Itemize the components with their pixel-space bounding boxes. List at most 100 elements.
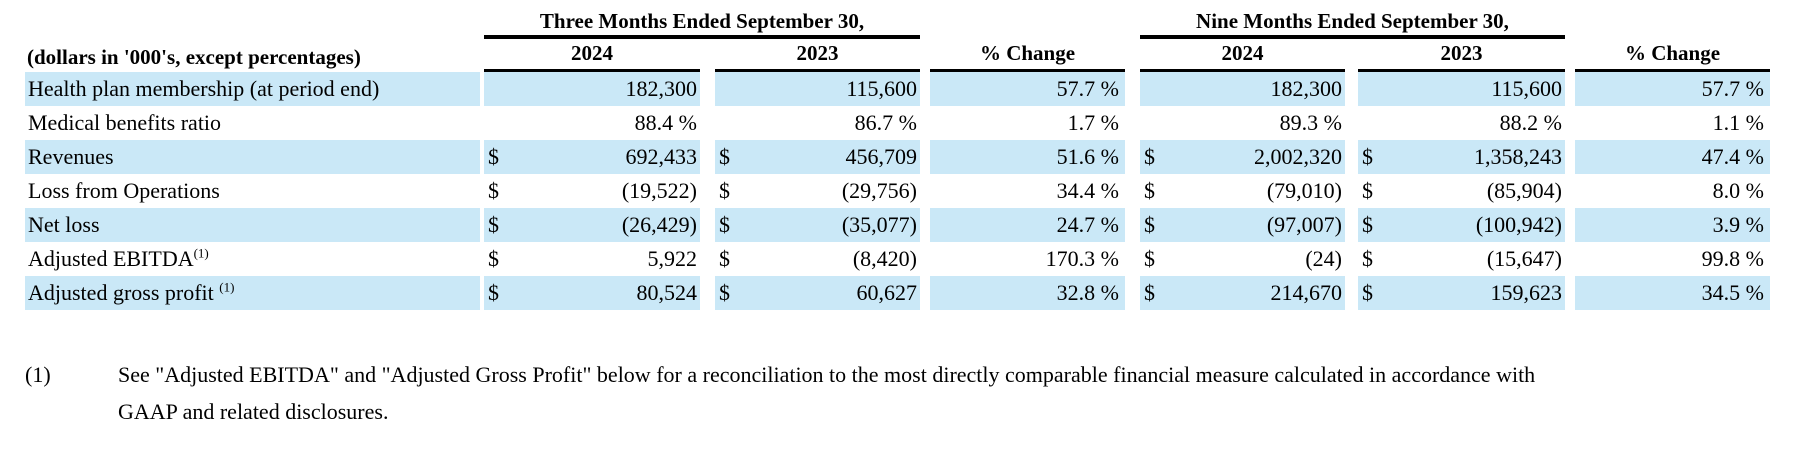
cell-tm-change: 1.7 % — [930, 106, 1125, 140]
row-label: Revenues — [28, 144, 114, 169]
cell-tm-change: 34.4 % — [930, 174, 1125, 208]
cell-tm-2023: 115,600 — [715, 72, 920, 106]
footnote-ref-sup: (1) — [219, 279, 235, 295]
currency-symbol: $ — [719, 144, 730, 169]
group-nine-months-header: Nine Months Ended September 30, — [1140, 7, 1565, 39]
cell-nm-change: 47.4 % — [1575, 140, 1770, 174]
cell-value: 5,922 — [647, 246, 698, 271]
cell-nm-change: 8.0 % — [1575, 174, 1770, 208]
table-row: Medical benefits ratio 88.4 % 86.7 % 1.7… — [25, 106, 1795, 140]
cell-nm-change: 3.9 % — [1575, 208, 1770, 242]
cell-value: 170.3 % — [1045, 246, 1119, 271]
cell-value: 60,627 — [856, 280, 918, 305]
footnote: (1) See "Adjusted EBITDA" and "Adjusted … — [25, 356, 1795, 430]
currency-symbol: $ — [488, 280, 499, 305]
currency-symbol: $ — [1362, 212, 1373, 237]
cell-value: (26,429) — [621, 212, 697, 237]
table-row: Adjusted EBITDA(1) $5,922 $ (8,420) 170.3… — [25, 242, 1795, 276]
cell-nm-2023: $ (85,904) — [1358, 174, 1565, 208]
cell-value: 80,524 — [636, 280, 698, 305]
cell-value: (15,647) — [1486, 246, 1562, 271]
cell-nm-change: 99.8 % — [1575, 242, 1770, 276]
currency-symbol: $ — [1362, 280, 1373, 305]
cell-nm-2023: $ (15,647) — [1358, 242, 1565, 276]
cell-nm-2023: $ (100,942) — [1358, 208, 1565, 242]
currency-symbol: $ — [1144, 144, 1155, 169]
cell-tm-2023: $ (35,077) — [715, 208, 920, 242]
cell-nm-2023: $1,358,243 — [1358, 140, 1565, 174]
cell-value: 1,358,243 — [1474, 144, 1562, 169]
cell-value: (85,904) — [1486, 178, 1562, 203]
cell-tm-2024: $ (26,429) — [484, 208, 700, 242]
col-header-tm-2024: 2024 — [484, 39, 700, 72]
cell-nm-2023: 115,600 — [1358, 72, 1565, 106]
currency-symbol: $ — [719, 280, 730, 305]
cell-nm-change: 57.7 % — [1575, 72, 1770, 106]
col-header-nm-2023: 2023 — [1358, 39, 1565, 72]
cell-tm-2023: $60,627 — [715, 276, 920, 310]
cell-tm-change: 32.8 % — [930, 276, 1125, 310]
cell-value: 115,600 — [1491, 76, 1562, 101]
footnote-marker: (1) — [25, 362, 51, 387]
currency-symbol: $ — [488, 144, 499, 169]
financial-summary-section: Three Months Ended September 30, Nine Mo… — [25, 6, 1795, 430]
row-label: Adjusted EBITDA — [28, 246, 194, 271]
cell-value: 692,433 — [625, 144, 698, 169]
row-label-cell: Medical benefits ratio — [25, 106, 480, 140]
cell-value: 89.3 % — [1279, 110, 1342, 135]
table-row: Loss from Operations $ (19,522) $ (29,756)… — [25, 174, 1795, 208]
row-label-cell: Net loss — [25, 208, 480, 242]
cell-value: (29,756) — [841, 178, 917, 203]
cell-value: 159,623 — [1490, 280, 1563, 305]
table-row: Revenues $692,433 $456,709 51.6 % $2,002… — [25, 140, 1795, 174]
currency-symbol: $ — [1144, 246, 1155, 271]
group-header-row: Three Months Ended September 30, Nine Mo… — [25, 6, 1795, 39]
cell-tm-2023: $456,709 — [715, 140, 920, 174]
cell-value: (24) — [1305, 246, 1342, 271]
cell-value: 57.7 % — [1056, 76, 1119, 101]
cell-value: (97,007) — [1266, 212, 1342, 237]
cell-nm-2024: 89.3 % — [1140, 106, 1345, 140]
footnote-text: See "Adjusted EBITDA" and "Adjusted Gros… — [118, 362, 1536, 424]
cell-tm-change: 24.7 % — [930, 208, 1125, 242]
cell-value: (19,522) — [621, 178, 697, 203]
cell-tm-change: 51.6 % — [930, 140, 1125, 174]
cell-value: 32.8 % — [1056, 280, 1119, 305]
currency-symbol: $ — [1144, 280, 1155, 305]
group-nine-months-label: Nine Months Ended September 30, — [1196, 9, 1509, 33]
cell-tm-2023: $ (29,756) — [715, 174, 920, 208]
cell-value: 115,600 — [846, 76, 917, 101]
row-label-cell: Adjusted EBITDA(1) — [25, 242, 480, 276]
cell-tm-2023: $ (8,420) — [715, 242, 920, 276]
cell-value: 34.5 % — [1701, 280, 1764, 305]
currency-symbol: $ — [1144, 178, 1155, 203]
cell-value: 182,300 — [1270, 76, 1343, 101]
cell-value: 1.1 % — [1712, 110, 1764, 135]
column-header-row: (dollars in '000's, except percentages) … — [25, 39, 1795, 72]
cell-value: 99.8 % — [1701, 246, 1764, 271]
cell-tm-2024: $692,433 — [484, 140, 700, 174]
cell-tm-2024: 88.4 % — [484, 106, 700, 140]
cell-value: 47.4 % — [1701, 144, 1764, 169]
cell-tm-2024: $ (19,522) — [484, 174, 700, 208]
group-three-months-header: Three Months Ended September 30, — [484, 7, 920, 39]
col-header-nm-change: % Change — [1575, 39, 1770, 72]
cell-value: 8.0 % — [1712, 178, 1764, 203]
cell-nm-2023: $159,623 — [1358, 276, 1565, 310]
cell-value: 88.2 % — [1499, 110, 1562, 135]
currency-symbol: $ — [719, 178, 730, 203]
cell-nm-2024: $2,002,320 — [1140, 140, 1345, 174]
cell-value: 57.7 % — [1701, 76, 1764, 101]
row-label: Net loss — [28, 212, 100, 237]
cell-nm-2024: $ (24) — [1140, 242, 1345, 276]
cell-tm-change: 57.7 % — [930, 72, 1125, 106]
cell-tm-2024: $80,524 — [484, 276, 700, 310]
cell-value: 51.6 % — [1056, 144, 1119, 169]
cell-value: 34.4 % — [1056, 178, 1119, 203]
cell-nm-change: 34.5 % — [1575, 276, 1770, 310]
table-body: Health plan membership (at period end) 1… — [25, 72, 1795, 310]
cell-value: 86.7 % — [854, 110, 917, 135]
table-row: Adjusted gross profit (1) $80,524 $60,62… — [25, 276, 1795, 310]
cell-value: 1.7 % — [1067, 110, 1119, 135]
col-header-nm-2024: 2024 — [1140, 39, 1345, 72]
